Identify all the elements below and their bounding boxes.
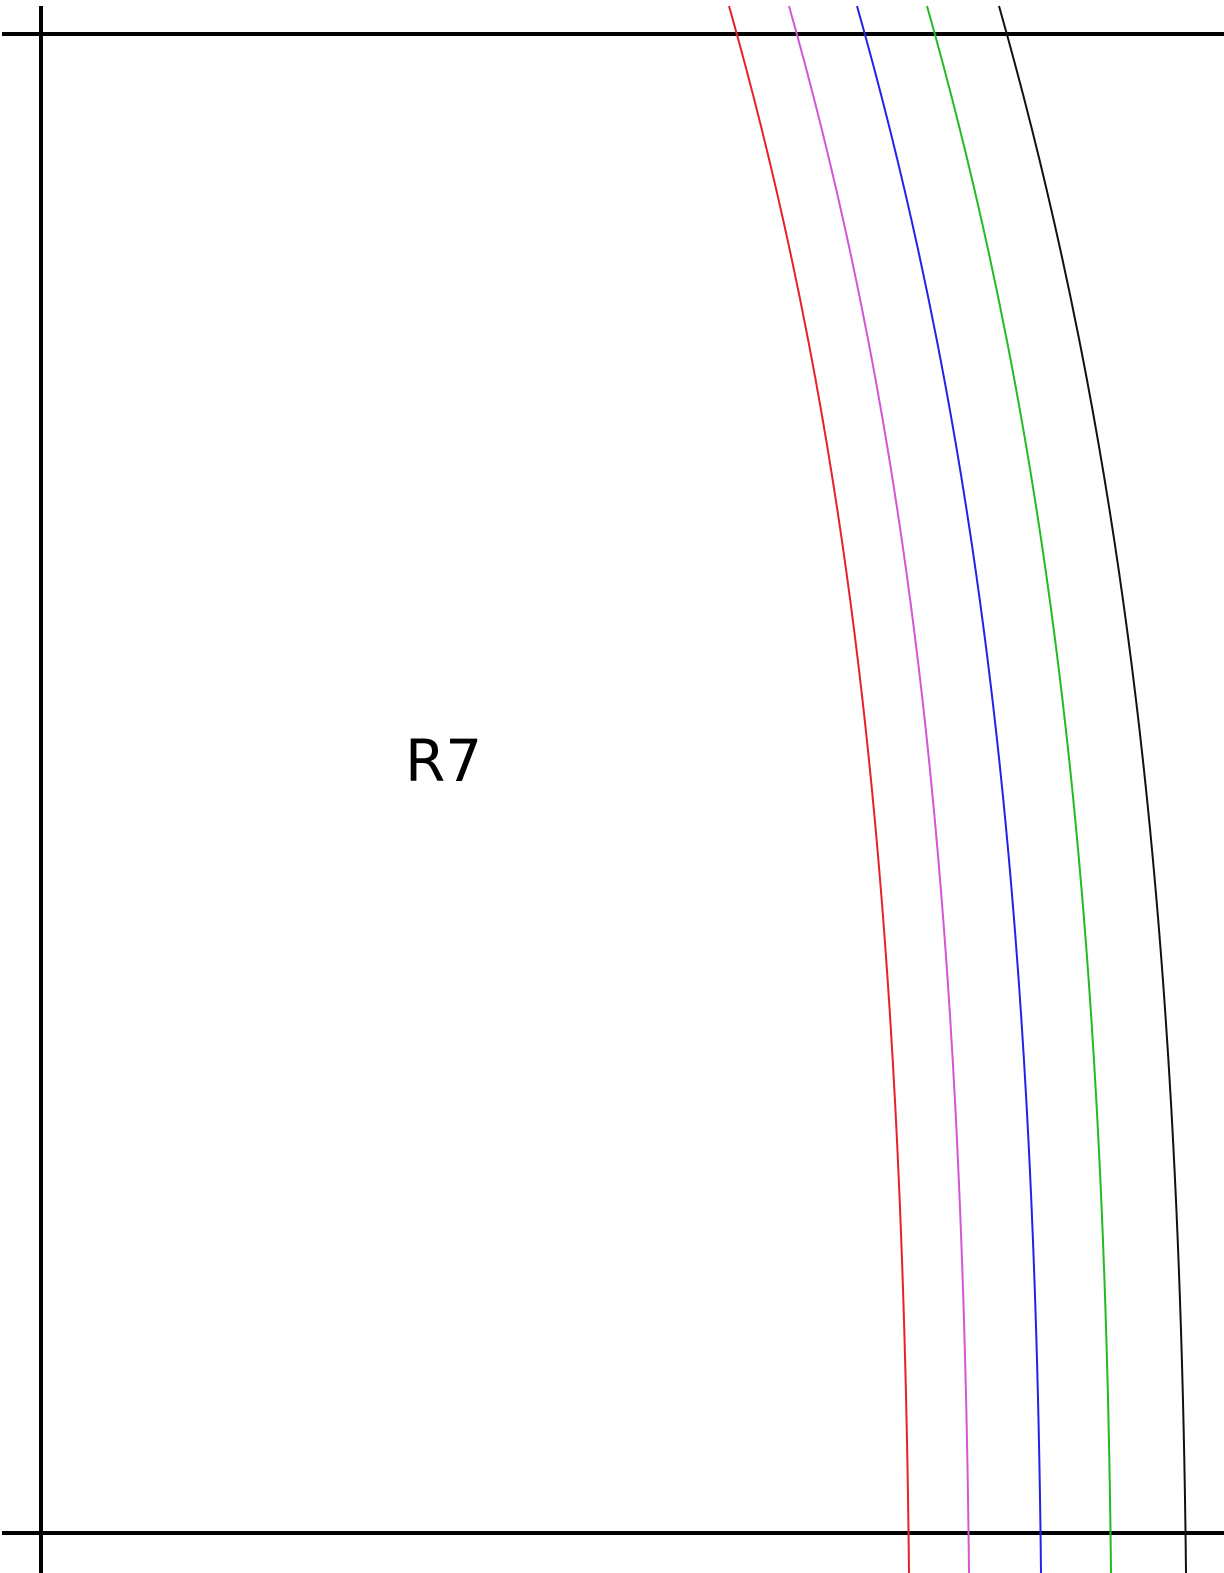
- arc-curve-1: [728, 5, 910, 1573]
- region-label: R7: [405, 727, 482, 795]
- arc-curve-2: [788, 5, 970, 1573]
- arc-curve-4: [926, 5, 1112, 1573]
- arc-curve-3: [856, 5, 1042, 1573]
- arc-curve-5: [998, 5, 1187, 1573]
